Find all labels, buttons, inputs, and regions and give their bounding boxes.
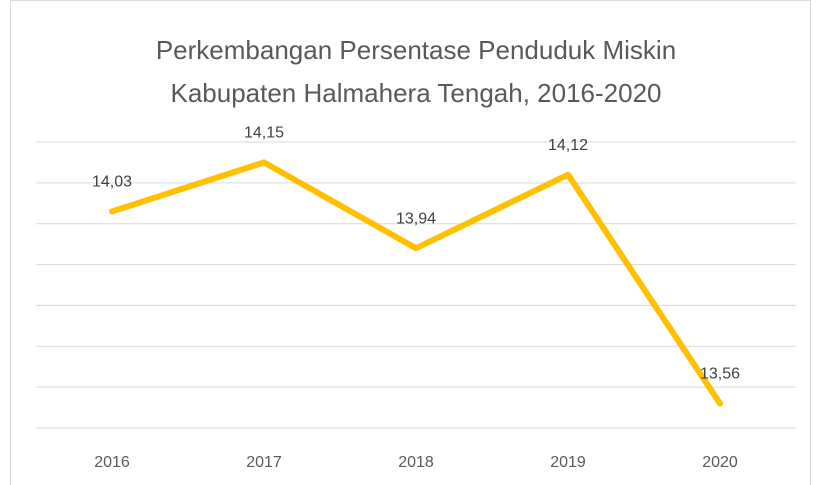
x-tick-label: 2020	[702, 454, 738, 471]
chart-title: Perkembangan Persentase Penduduk Miskin	[156, 35, 676, 65]
data-label: 13,94	[396, 210, 436, 227]
data-label: 14,12	[548, 137, 588, 154]
x-tick-label: 2018	[398, 454, 434, 471]
x-tick-label: 2019	[550, 454, 586, 471]
chart-title: Kabupaten Halmahera Tengah, 2016-2020	[170, 78, 661, 108]
x-tick-label: 2016	[94, 454, 130, 471]
data-label: 14,03	[92, 174, 132, 191]
data-label: 13,56	[700, 366, 740, 383]
data-line	[109, 159, 723, 407]
data-label: 14,15	[244, 125, 284, 142]
x-tick-label: 2017	[246, 454, 282, 471]
